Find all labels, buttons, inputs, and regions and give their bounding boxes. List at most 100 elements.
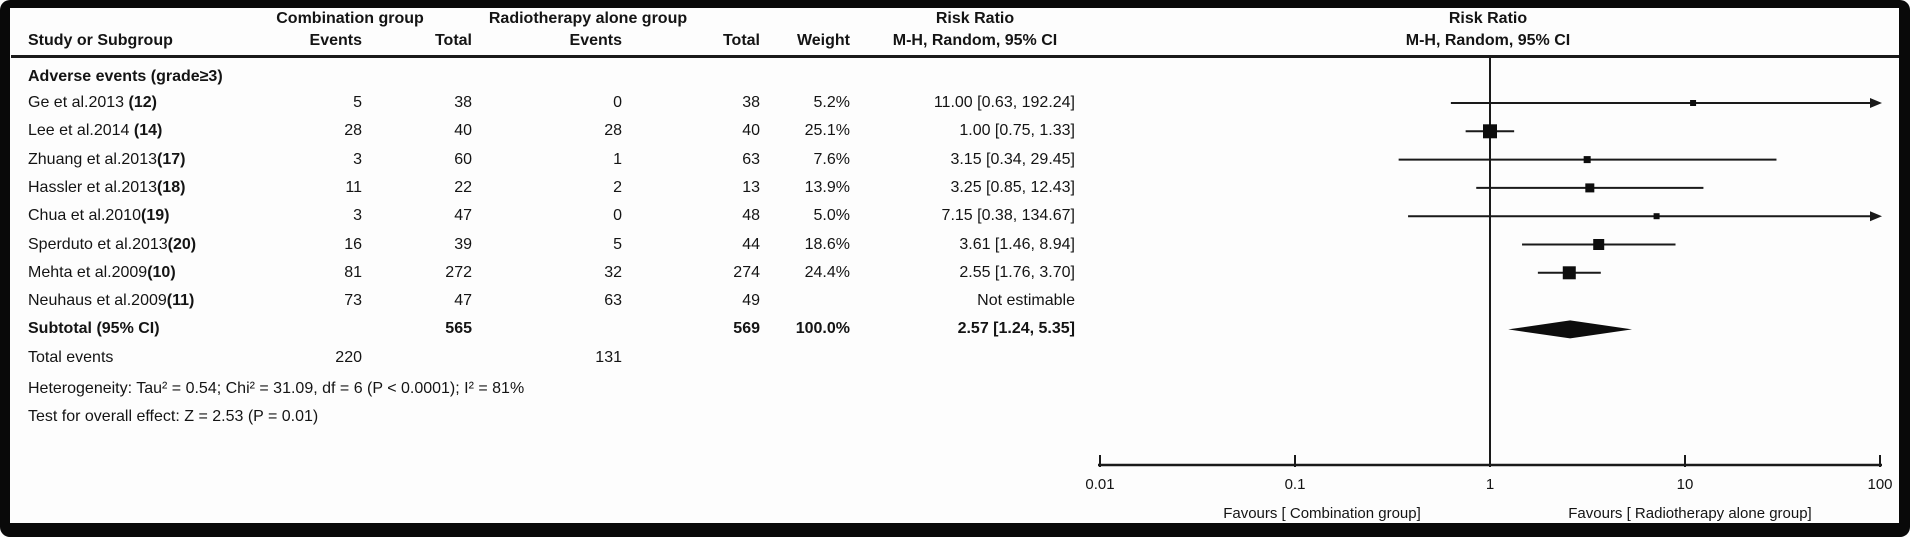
events1-cell: 11	[345, 178, 362, 196]
events2-cell: 0	[613, 94, 622, 111]
point-estimate-marker	[1585, 183, 1595, 193]
weight-cell: 5.2%	[813, 94, 850, 111]
ci-arrowhead	[1870, 211, 1882, 222]
axis-tick-label: 1	[1486, 476, 1494, 493]
subtotal-label: Subtotal (95% CI)	[28, 320, 160, 338]
events1-cell: 3	[353, 207, 362, 225]
axis-tick-label: 0.01	[1085, 476, 1114, 493]
total1-cell: 38	[454, 94, 472, 111]
risk-ratio-cell: 3.25 [0.85, 12.43]	[950, 178, 1075, 196]
table-row: Subtotal (95% CI) 565 569 100.0% 2.57 [1.24,…	[0, 315, 1100, 343]
total1-cell: 39	[454, 235, 472, 253]
events1-cell: 28	[344, 122, 362, 140]
total2-cell: 13	[742, 178, 760, 196]
total-events-label: Total events	[28, 348, 114, 366]
total2-cell: 63	[742, 150, 760, 168]
events2-cell: 63	[604, 292, 622, 310]
study-label: Lee et al.2014 (14)	[28, 117, 162, 145]
total1-cell: 40	[454, 122, 472, 140]
table-row: Adverse events (grade≥3)	[0, 63, 1100, 91]
study-name: Ge et al.2013	[28, 94, 129, 111]
study-label: Ge et al.2013 (12)	[28, 89, 157, 117]
study-reference-number: (10)	[147, 263, 176, 281]
study-label: Zhuang et al.2013(17)	[28, 146, 185, 174]
risk-ratio-cell: 3.15 [0.34, 29.45]	[950, 150, 1075, 168]
total1-cell: 47	[454, 207, 472, 225]
study-label: Neuhaus et al.2009(11)	[28, 287, 194, 315]
subtotal-total1: 565	[445, 320, 472, 338]
axis-tick-label: 100	[1867, 476, 1892, 493]
group2-header: Radiotherapy alone group	[488, 10, 688, 27]
events1-cell: 16	[344, 235, 362, 253]
favours-left-label: Favours [ Combination group]	[1223, 505, 1421, 522]
table-row: Mehta et al.2009(10) 81 272 32 274 24.4% 2.55 …	[0, 259, 1100, 287]
events2-cell: 32	[604, 263, 622, 281]
weight-cell: 5.0%	[813, 207, 850, 225]
point-estimate-marker	[1562, 266, 1576, 280]
table-row: Neuhaus et al.2009(11) 73 47 63 49 Not estima…	[0, 287, 1100, 315]
risk-ratio-cell: 3.61 [1.46, 8.94]	[959, 235, 1075, 253]
study-column-header: Study or Subgroup	[28, 32, 173, 49]
total1-cell: 47	[454, 292, 472, 310]
events2-cell: 5	[613, 235, 622, 253]
total2-column-header: Total	[722, 32, 760, 49]
point-estimate-marker	[1593, 239, 1605, 250]
study-label: Mehta et al.2009(10)	[28, 259, 176, 287]
study-reference-number: (11)	[166, 292, 195, 310]
total2-cell: 274	[733, 263, 760, 281]
axis-tick-label: 10	[1677, 476, 1694, 493]
total1-cell: 22	[454, 178, 472, 196]
heterogeneity-text: Heterogeneity: Tau² = 0.54; Chi² = 31.09…	[28, 380, 525, 397]
events2-column-header: Events	[569, 32, 622, 49]
table-row: Chua et al.2010(19) 3 47 0 48 5.0% 7.15 [0.38,…	[0, 202, 1100, 230]
risk-ratio-cell: 2.55 [1.76, 3.70]	[959, 263, 1075, 281]
total-events1: 220	[335, 348, 362, 366]
study-reference-number: (12)	[128, 94, 157, 111]
study-name: Sperduto et al.2013	[28, 235, 168, 253]
risk-ratio-cell: 1.00 [0.75, 1.33]	[959, 122, 1075, 140]
total2-cell: 38	[742, 94, 760, 111]
total2-cell: 44	[742, 235, 760, 253]
method-header-left: M-H, Random, 95% CI	[892, 32, 1058, 49]
table-row: Hassler et al.2013(18) 11 22 2 13 13.9% 3.25 […	[0, 174, 1100, 202]
events1-cell: 73	[344, 292, 362, 310]
study-label: Hassler et al.2013(18)	[28, 174, 185, 202]
total2-cell: 48	[742, 207, 760, 225]
subtotal-total2: 569	[733, 320, 760, 338]
subgroup-section-label: Adverse events (grade≥3)	[28, 68, 223, 85]
events1-cell: 3	[353, 150, 362, 168]
point-estimate-marker	[1653, 213, 1660, 220]
total1-cell: 272	[445, 263, 472, 281]
risk-ratio-cell: 7.15 [0.38, 134.67]	[941, 207, 1075, 225]
study-reference-number: (19)	[140, 207, 170, 225]
weight-cell: 24.4%	[804, 263, 850, 281]
favours-right-label: Favours [ Radiotherapy alone group]	[1568, 505, 1811, 522]
total-events2: 131	[595, 348, 622, 366]
study-name: Chua et al.2010	[28, 207, 141, 225]
risk-ratio-header-left: Risk Ratio	[935, 10, 1015, 27]
study-name: Hassler et al.2013	[28, 178, 157, 196]
study-reference-number: (18)	[156, 178, 186, 196]
total2-cell: 49	[742, 292, 760, 310]
study-reference-number: (14)	[133, 122, 163, 140]
group1-header: Combination group	[276, 10, 424, 27]
risk-ratio-cell: Not estimable	[977, 292, 1075, 310]
point-estimate-marker	[1483, 124, 1497, 139]
study-reference-number: (17)	[157, 150, 186, 168]
method-header-right: M-H, Random, 95% CI	[1405, 32, 1571, 49]
subtotal-diamond	[1508, 320, 1633, 339]
weight-cell: 18.6%	[804, 235, 850, 253]
subtotal-risk-ratio: 2.57 [1.24, 5.35]	[957, 320, 1075, 338]
events2-cell: 28	[604, 122, 622, 140]
header-divider-rule	[11, 55, 1899, 58]
overall-effect-text: Test for overall effect: Z = 2.53 (P = 0…	[28, 408, 319, 425]
study-reference-number: (20)	[167, 235, 197, 253]
study-name: Mehta et al.2009	[28, 263, 148, 281]
weight-cell: 13.9%	[804, 178, 850, 196]
table-row: Sperduto et al.2013(20) 16 39 5 44 18.6% 3.61 …	[0, 231, 1100, 259]
risk-ratio-header-right: Risk Ratio	[1448, 10, 1528, 27]
total1-cell: 60	[454, 150, 472, 168]
table-row: Zhuang et al.2013(17) 3 60 1 63 7.6% 3.15 [0.3…	[0, 146, 1100, 174]
